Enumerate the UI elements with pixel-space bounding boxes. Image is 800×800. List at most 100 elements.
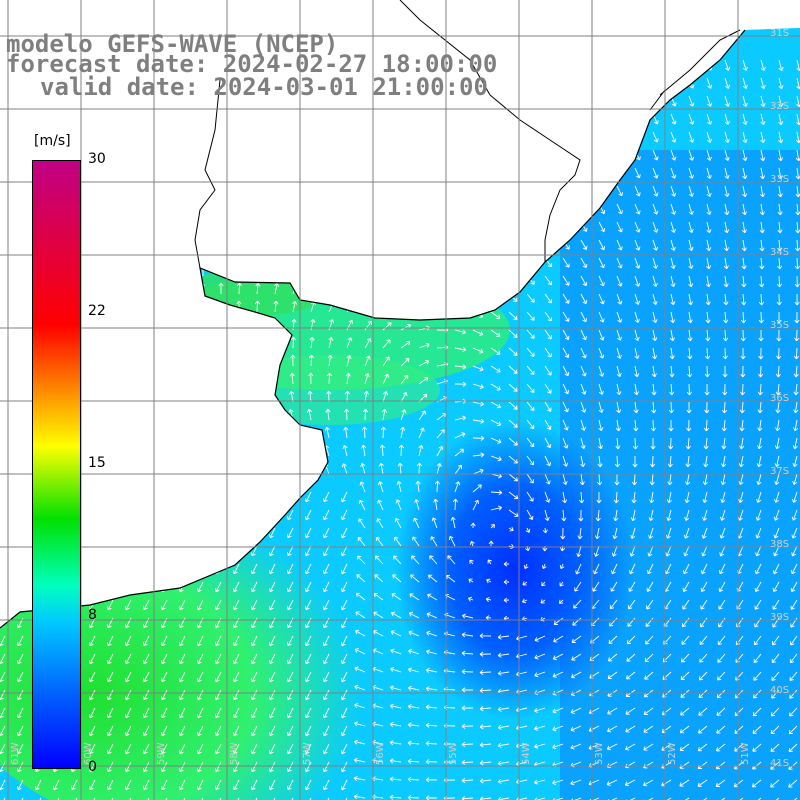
wind-arrow xyxy=(380,426,386,439)
wind-arrow xyxy=(238,193,245,205)
wind-arrow xyxy=(382,235,395,241)
wind-arrow xyxy=(508,167,518,177)
wind-arrow xyxy=(724,77,731,89)
wind-arrow xyxy=(143,671,150,683)
wind-arrow xyxy=(684,491,690,504)
wind-arrow xyxy=(544,383,552,394)
wind-arrow xyxy=(759,221,765,234)
wind-arrow xyxy=(634,365,640,378)
wind-arrow xyxy=(425,667,438,673)
wind-arrow xyxy=(379,444,385,457)
wind-arrow xyxy=(570,779,582,786)
wind-arrow xyxy=(665,563,672,575)
wind-arrow xyxy=(166,156,172,169)
wind-arrow xyxy=(647,545,654,557)
wind-arrow xyxy=(310,143,321,151)
wind-arrow xyxy=(789,671,798,681)
wind-arrow xyxy=(328,284,336,295)
wind-arrow xyxy=(346,163,358,169)
wind-arrow xyxy=(479,669,492,675)
wind-arrow xyxy=(107,761,114,773)
wind-arrow xyxy=(341,545,348,557)
wind-arrow xyxy=(472,221,483,229)
wind-arrow xyxy=(508,365,518,374)
wind-arrow xyxy=(400,271,413,277)
wind-arrow xyxy=(706,113,713,125)
wind-arrow xyxy=(305,707,312,719)
wind-arrow xyxy=(598,131,606,142)
wind-arrow xyxy=(353,757,366,763)
wind-arrow xyxy=(0,509,6,521)
wind-arrow xyxy=(630,509,636,522)
wind-arrow xyxy=(287,491,294,503)
wind-arrow xyxy=(353,794,366,800)
wind-arrow xyxy=(160,446,168,457)
wind-arrow xyxy=(544,239,553,250)
wind-arrow xyxy=(0,229,6,241)
wind-arrow xyxy=(179,743,186,755)
wind-arrow xyxy=(89,491,96,503)
wind-arrow xyxy=(161,409,168,421)
wind-arrow xyxy=(0,265,6,277)
wind-arrow xyxy=(220,157,227,169)
wind-arrow xyxy=(552,779,564,785)
wind-arrow xyxy=(418,185,431,191)
wind-arrow xyxy=(358,518,366,529)
wind-arrow xyxy=(704,383,710,396)
wind-arrow xyxy=(305,563,312,575)
wind-arrow xyxy=(341,491,348,503)
wind-arrow xyxy=(793,347,800,360)
wind-arrow xyxy=(143,725,150,737)
wind-arrow xyxy=(698,671,708,681)
wind-arrow xyxy=(161,707,168,719)
wind-arrow xyxy=(233,509,240,521)
wind-arrow xyxy=(255,264,262,277)
wind-arrow xyxy=(633,419,639,432)
wind-arrow xyxy=(89,689,96,701)
wind-arrow xyxy=(598,329,605,341)
wind-arrow xyxy=(578,509,584,522)
wind-arrow xyxy=(774,437,780,450)
lat-label: 32S xyxy=(770,101,789,112)
wind-arrow xyxy=(598,113,606,124)
wind-arrow xyxy=(17,581,24,593)
wind-arrow xyxy=(738,473,744,486)
wind-arrow xyxy=(681,617,690,628)
wind-arrow xyxy=(759,203,765,216)
wind-arrow xyxy=(793,383,799,396)
wind-arrow xyxy=(534,797,546,800)
wind-arrow xyxy=(683,527,690,539)
wind-arrow xyxy=(341,599,348,611)
wind-arrow xyxy=(544,113,553,123)
wind-arrow xyxy=(508,526,514,532)
wind-arrow xyxy=(341,509,348,521)
wind-arrow xyxy=(598,365,605,377)
wind-arrow xyxy=(472,275,483,283)
wind-arrow xyxy=(497,760,510,766)
wind-arrow xyxy=(287,509,294,521)
wind-arrow xyxy=(394,517,402,529)
wind-arrow xyxy=(255,282,261,295)
wind-arrow xyxy=(108,264,114,277)
wind-arrow xyxy=(454,329,467,335)
wind-arrow xyxy=(775,401,781,414)
wind-arrow xyxy=(776,329,782,342)
wind-arrow xyxy=(769,797,780,800)
wind-arrow xyxy=(454,275,466,282)
wind-arrow xyxy=(643,725,654,733)
wind-arrow xyxy=(287,725,294,737)
wind-arrow xyxy=(562,419,569,431)
wind-arrow xyxy=(772,635,780,646)
wind-arrow xyxy=(598,185,606,197)
wind-arrow xyxy=(251,671,258,683)
wind-arrow xyxy=(598,347,605,359)
wind-arrow xyxy=(382,391,388,403)
wind-arrow xyxy=(616,77,624,88)
wind-arrow xyxy=(1,174,7,187)
wind-arrow xyxy=(682,581,690,592)
wind-arrow xyxy=(143,761,150,773)
wind-arrow xyxy=(361,426,368,439)
wind-arrow xyxy=(741,275,747,288)
wind-arrow xyxy=(562,257,570,268)
wind-arrow xyxy=(305,545,312,557)
